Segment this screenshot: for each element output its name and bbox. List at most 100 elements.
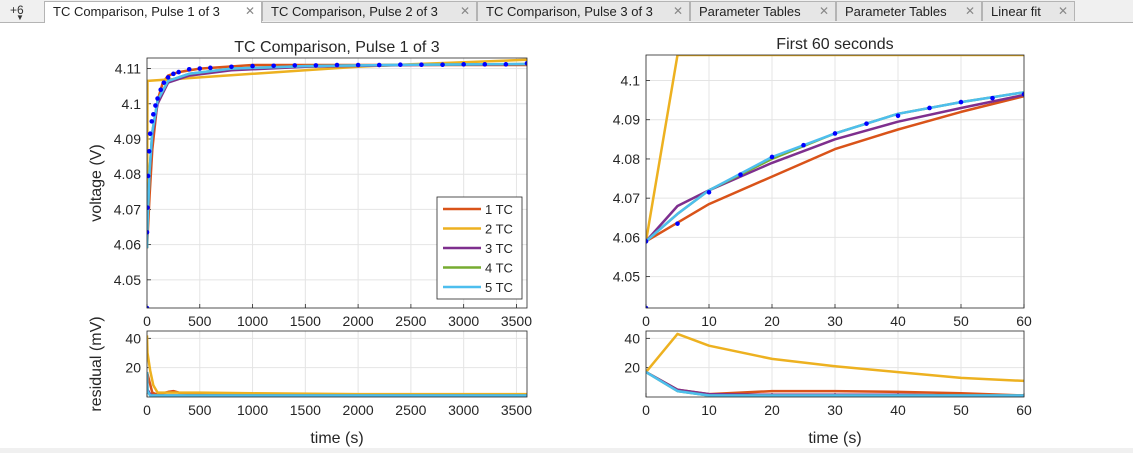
y-tick-label: 40: [624, 330, 640, 346]
x-tick-label: 0: [642, 313, 650, 329]
x-tick-label: 2000: [343, 313, 374, 329]
x-tick-label: 1000: [237, 313, 268, 329]
x-tick-label: 40: [890, 402, 906, 418]
legend-entry: 2 TC: [485, 222, 513, 237]
axes-frame: [645, 330, 1025, 398]
figure-svg: 0 500 1000 1500 2000 2500 3000 35004.054.064.07…: [88, 36, 1032, 447]
tab-overflow-button[interactable]: +6 ▼: [0, 0, 40, 22]
x-tick-label: 2000: [343, 402, 374, 418]
x-tick-label: 2500: [395, 402, 426, 418]
series-line-2tc: [646, 332, 1024, 383]
data-point: [461, 62, 466, 67]
x-tick-label: 1000: [237, 402, 268, 418]
series-line-1tc: [646, 94, 1024, 243]
x-tick-label: 10: [701, 402, 717, 418]
y-tick-label: 4.07: [114, 201, 141, 217]
y-tick-label: 4.08: [613, 151, 640, 167]
legend-entry: 1 TC: [485, 202, 513, 217]
series-group: [147, 58, 527, 308]
tab-label: TC Comparison, Pulse 1 of 3: [53, 4, 220, 19]
tab-parameter-tables-2[interactable]: Parameter Tables ✕: [836, 1, 982, 21]
y-tick-label: 4.07: [613, 190, 640, 206]
data-point: [147, 205, 150, 210]
x-tick-label: 60: [1016, 313, 1032, 329]
series-group: [646, 332, 1024, 397]
data-point: [165, 75, 171, 80]
data-point: [151, 112, 156, 117]
x-tick-label: 1500: [290, 402, 321, 418]
data-point: [482, 62, 488, 67]
x-tick-label: 1500: [290, 313, 321, 329]
plot-area: [147, 331, 527, 397]
data-point: [271, 63, 276, 69]
chart-title: First 60 seconds: [776, 36, 893, 53]
y-tick-label: 4.06: [114, 237, 141, 253]
close-icon[interactable]: ✕: [818, 4, 829, 18]
tab-parameter-tables-1[interactable]: Parameter Tables ✕: [690, 1, 836, 21]
x-tick-label: 0: [143, 313, 151, 329]
data-point: [440, 62, 445, 67]
y-tick-label: 4.08: [114, 166, 141, 182]
axes-4: [645, 330, 1025, 398]
legend-entry: 3 TC: [485, 241, 513, 256]
y-tick-label: 20: [624, 360, 640, 376]
series-group: [646, 55, 1024, 308]
x-tick-label: 3000: [448, 313, 479, 329]
data-point: [801, 142, 806, 148]
y-tick-label: 20: [125, 360, 141, 376]
x-tick-label: 2500: [395, 313, 426, 329]
data-point: [524, 60, 527, 66]
data-point: [1021, 91, 1024, 97]
x-tick-label: 50: [953, 402, 969, 418]
x-tick-label: 50: [953, 313, 969, 329]
close-icon[interactable]: ✕: [244, 4, 255, 18]
y-tick-label: 40: [125, 330, 141, 346]
series-line-2tc: [147, 58, 527, 249]
chevron-down-icon: ▼: [16, 13, 24, 22]
data-point: [990, 95, 995, 101]
legend-entry: 5 TC: [485, 280, 513, 295]
y-tick-label: 4.09: [613, 112, 640, 128]
data-point: [675, 221, 680, 226]
axes-frame: [645, 54, 1025, 309]
x-tick-label: 500: [188, 313, 212, 329]
axes-frame: [146, 330, 528, 398]
close-icon[interactable]: ✕: [672, 4, 683, 18]
tab-pulse-2[interactable]: TC Comparison, Pulse 2 of 3 ✕: [262, 1, 477, 21]
data-point: [895, 113, 901, 119]
data-point: [250, 63, 255, 69]
close-icon[interactable]: ✕: [1057, 4, 1068, 18]
series-line-3tc: [646, 93, 1024, 243]
close-icon[interactable]: ✕: [964, 4, 975, 18]
data-point: [171, 71, 176, 77]
series-line-5tc: [147, 372, 527, 397]
data-point: [147, 173, 151, 179]
axes-frame: [146, 57, 528, 309]
data-point: [864, 121, 869, 126]
axes-3: [645, 54, 1025, 309]
series-line-5tc: [646, 371, 1024, 397]
data-point: [398, 62, 403, 67]
data-point: [646, 305, 649, 308]
axes-2: [146, 330, 528, 398]
data-point: [229, 64, 234, 70]
x-tick-label: 20: [764, 402, 780, 418]
data-point: [149, 119, 155, 124]
x-tick-label: 0: [143, 402, 151, 418]
data-point: [292, 63, 298, 68]
tab-linear-fit[interactable]: Linear fit ✕: [982, 1, 1075, 21]
tab-pulse-1[interactable]: TC Comparison, Pulse 1 of 3 ✕: [44, 1, 262, 23]
figure-canvas: 0 500 1000 1500 2000 2500 3000 3500 4.05 4.06 4.07…: [0, 23, 1133, 448]
close-icon[interactable]: ✕: [459, 4, 470, 18]
tab-pulse-3[interactable]: TC Comparison, Pulse 3 of 3 ✕: [477, 1, 690, 21]
data-point: [832, 131, 838, 136]
data-point: [503, 62, 509, 67]
data-point: [158, 87, 164, 92]
data-point: [153, 103, 158, 108]
y-tick-label: 4.09: [114, 131, 141, 147]
tab-label: TC Comparison, Pulse 2 of 3: [271, 4, 438, 19]
tab-label: TC Comparison, Pulse 3 of 3: [486, 4, 653, 19]
y-axis-label: voltage (V): [88, 144, 105, 221]
y-tick-label: 4.06: [613, 229, 640, 245]
x-tick-label: 20: [764, 313, 780, 329]
